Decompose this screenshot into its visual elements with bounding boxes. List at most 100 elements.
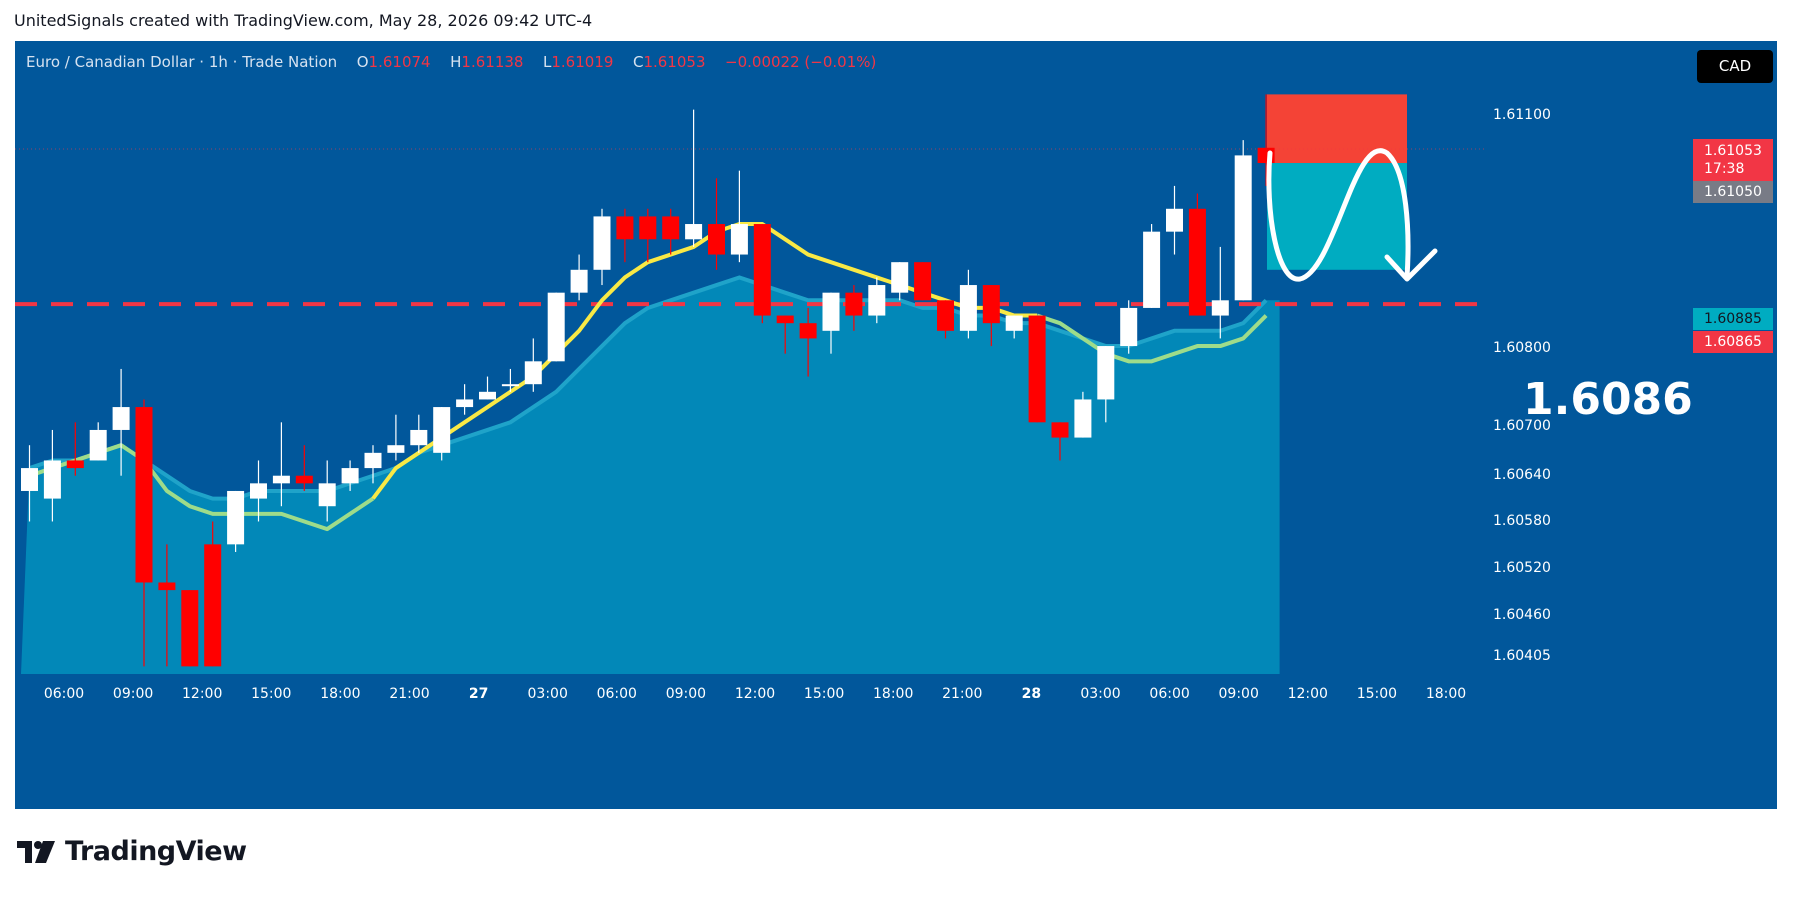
x-tick-label: 09:00 <box>1219 686 1259 702</box>
x-tick-label: 28 <box>1022 686 1041 702</box>
candle-body <box>776 315 794 324</box>
candle-24 <box>570 254 588 301</box>
tradingview-footer[interactable]: TradingView <box>17 836 247 867</box>
candle-body <box>112 407 130 430</box>
dashed-level-layer <box>15 148 1485 307</box>
price-chart[interactable]: 1.61100 1.60800 1.60700 1.60640 1.60580 1.605… <box>15 41 1777 809</box>
candle-26 <box>616 208 634 263</box>
x-tick-label: 06:00 <box>597 686 637 702</box>
legend-low-label: L <box>543 53 552 71</box>
candle-body <box>959 285 977 331</box>
y-tick-label: 1.60460 <box>1493 607 1551 623</box>
candle-body <box>1143 231 1161 308</box>
candle-body <box>1166 208 1183 232</box>
x-tick-label: 15:00 <box>1357 686 1397 702</box>
ma-green-line-2 <box>1036 313 1268 364</box>
candle-37 <box>868 277 886 324</box>
projection-arrow-layer <box>1266 148 1438 282</box>
candle-body <box>1074 399 1092 438</box>
tradingview-brand: TradingView <box>65 836 247 867</box>
candle-4 <box>112 368 130 476</box>
candle-27 <box>639 208 657 263</box>
candle-36 <box>845 285 863 331</box>
x-tick-label: 21:00 <box>389 686 429 702</box>
candles-layer <box>21 94 1275 667</box>
x-tick-label: 09:00 <box>113 686 153 702</box>
candle-25 <box>593 208 611 286</box>
chart-panel[interactable]: 1.61100 1.60800 1.60700 1.60640 1.60580 1.605… <box>15 41 1777 809</box>
candle-48 <box>1120 300 1138 354</box>
candle-22 <box>524 338 542 392</box>
candle-body <box>639 216 657 240</box>
x-tick-label: 06:00 <box>1149 686 1189 702</box>
candle-body <box>982 285 1000 324</box>
legend-low: 1.61019 <box>551 53 614 71</box>
candle-45 <box>1051 422 1069 461</box>
candle-body <box>318 483 336 507</box>
currency-button[interactable]: CAD <box>1697 50 1773 83</box>
candle-14 <box>341 460 359 491</box>
candle-body <box>181 590 199 667</box>
candle-body <box>204 544 222 667</box>
legend-high-label: H <box>450 53 462 71</box>
legend-open-label: O <box>356 53 369 71</box>
take-profit-zone <box>1267 163 1407 270</box>
candle-body <box>227 490 245 545</box>
x-tick-label: 09:00 <box>666 686 706 702</box>
x-tick-label: 18:00 <box>320 686 360 702</box>
candle-body <box>937 300 954 331</box>
candle-44 <box>1028 315 1046 423</box>
candle-5 <box>135 399 153 667</box>
candle-52 <box>1211 246 1229 339</box>
ma-green-line-1 <box>28 443 375 532</box>
candle-body <box>753 224 771 316</box>
x-tick-label: 12:00 <box>182 686 222 702</box>
candle-50 <box>1166 185 1183 255</box>
candle-body <box>272 475 290 484</box>
candle-body <box>433 407 451 453</box>
candle-51 <box>1188 193 1206 316</box>
legend-change: −0.00022 (−0.01%) <box>725 53 877 71</box>
x-tick-label: 12:00 <box>735 686 775 702</box>
y-tick-label: 1.60520 <box>1493 560 1551 576</box>
candle-21 <box>501 368 519 392</box>
candle-body <box>708 224 725 255</box>
candle-body <box>799 323 817 339</box>
candle-0 <box>21 445 38 522</box>
candle-body <box>89 429 107 461</box>
candle-31 <box>730 170 748 263</box>
last-price-tag: 1.61053 17:38 <box>1693 139 1773 181</box>
x-tick-label: 18:00 <box>1426 686 1466 702</box>
y-tick-label: 1.60580 <box>1493 513 1551 529</box>
candle-body <box>1005 315 1023 331</box>
candle-20 <box>479 376 496 400</box>
countdown-value: 17:38 <box>1704 161 1745 177</box>
teal-level-tag: 1.60885 <box>1693 308 1773 330</box>
legend-open: 1.61074 <box>368 53 431 71</box>
candle-12 <box>295 445 313 491</box>
time-axis-bg <box>15 674 1777 809</box>
candle-9 <box>227 490 245 552</box>
x-tick-label: 03:00 <box>1080 686 1120 702</box>
projection-arrowhead <box>1384 248 1438 282</box>
candle-body <box>479 391 496 400</box>
candle-46 <box>1074 391 1092 438</box>
candle-body <box>547 292 565 362</box>
candle-28 <box>662 208 680 255</box>
x-tick-label: 21:00 <box>942 686 982 702</box>
candle-7 <box>181 590 199 667</box>
tradingview-logo-icon <box>17 840 55 863</box>
candle-body <box>570 269 588 293</box>
candle-body <box>1028 315 1046 423</box>
legend-close-label: C <box>632 53 644 71</box>
trade-zones <box>1267 94 1407 270</box>
candle-body <box>1097 346 1115 400</box>
candle-body <box>524 361 542 385</box>
candle-body <box>135 407 153 583</box>
candle-39 <box>914 262 932 301</box>
candle-32 <box>753 224 771 324</box>
candle-8 <box>204 521 222 667</box>
candle-16 <box>387 414 405 461</box>
candle-body <box>868 285 886 316</box>
candle-10 <box>250 460 267 522</box>
